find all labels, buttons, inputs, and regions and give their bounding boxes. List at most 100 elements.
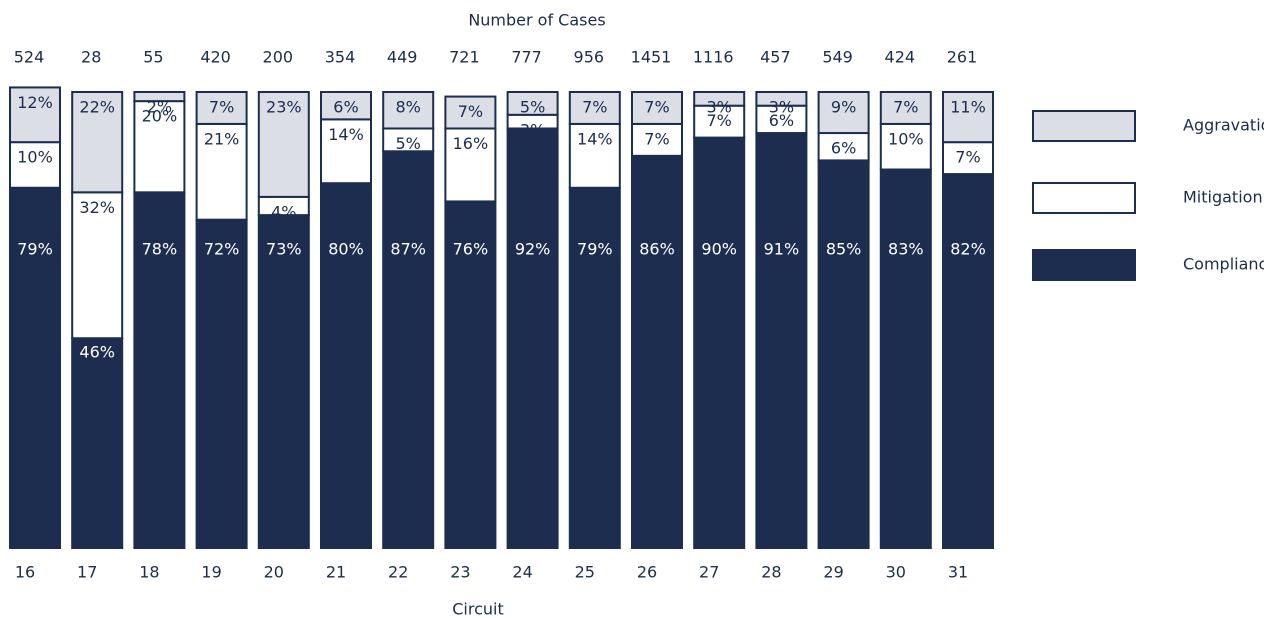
value-label: 7% — [582, 98, 607, 117]
case-count: 449 — [387, 48, 418, 67]
bar-segment — [879, 122, 932, 171]
bar-segment — [631, 154, 683, 549]
value-label: 14% — [328, 125, 364, 144]
value-label: 3% — [520, 120, 545, 139]
value-label: 7% — [458, 102, 483, 121]
bar-segment — [693, 104, 746, 139]
value-label: 83% — [888, 240, 924, 259]
bar-segment — [631, 91, 683, 125]
value-label: 92% — [515, 240, 551, 259]
bar-segment — [257, 214, 310, 549]
value-label: 21% — [204, 129, 240, 148]
x-tick-label: 18 — [139, 563, 159, 582]
value-label: 8% — [396, 98, 421, 117]
legend-swatch — [1032, 182, 1136, 214]
bar-segment — [879, 168, 932, 550]
value-label: 46% — [79, 343, 115, 362]
x-tick-label: 21 — [326, 563, 346, 582]
case-count: 524 — [14, 48, 45, 67]
bar-segment — [693, 136, 746, 549]
value-label: 10% — [888, 129, 924, 148]
bar-segment — [9, 186, 61, 549]
value-label: 7% — [644, 129, 669, 148]
bar-segment — [195, 218, 248, 549]
value-label: 86% — [639, 240, 675, 259]
value-label: 6% — [831, 139, 856, 158]
value-label: 4% — [271, 202, 296, 221]
legend-label: Aggravation — [1183, 116, 1264, 135]
bar-segment — [382, 150, 435, 549]
case-count: 420 — [200, 48, 231, 67]
x-tick-label: 27 — [699, 563, 719, 582]
value-label: 7% — [644, 98, 669, 117]
value-label: 10% — [17, 148, 53, 167]
value-label: 22% — [79, 98, 115, 117]
bar-segment — [71, 191, 124, 340]
bar-segment — [506, 91, 559, 116]
value-label: 3% — [707, 98, 732, 117]
case-count: 200 — [263, 48, 294, 67]
bar-segment — [755, 91, 808, 107]
legend-swatch — [1032, 249, 1136, 281]
x-tick-label: 26 — [637, 563, 657, 582]
bar-segment — [568, 122, 621, 189]
value-label: 76% — [453, 240, 489, 259]
case-count: 354 — [325, 48, 356, 67]
bar-segment — [133, 191, 186, 549]
x-tick-label: 16 — [15, 563, 35, 582]
bar-segment — [506, 127, 559, 549]
value-label: 85% — [826, 240, 862, 259]
x-tick-label: 30 — [886, 563, 906, 582]
bar-segment — [942, 141, 994, 176]
value-label: 7% — [893, 98, 918, 117]
legend-label: Mitigation — [1183, 188, 1263, 207]
top-title: Number of Cases — [468, 11, 605, 30]
x-tick-label: 22 — [388, 563, 408, 582]
bar-segment — [133, 100, 186, 194]
value-label: 7% — [955, 148, 980, 167]
value-label: 20% — [142, 107, 178, 126]
value-label: 6% — [769, 111, 794, 130]
bar-segment — [693, 91, 746, 107]
bar-segment — [444, 200, 497, 549]
value-label: 82% — [950, 240, 986, 259]
value-label: 5% — [396, 134, 421, 153]
x-tick-label: 20 — [264, 563, 284, 582]
bar-segment — [817, 91, 870, 135]
value-label: 72% — [204, 240, 240, 259]
value-label: 2% — [147, 98, 172, 117]
bar-segment — [817, 159, 870, 549]
x-tick-label: 17 — [77, 563, 97, 582]
case-count: 457 — [760, 48, 791, 67]
value-label: 79% — [17, 240, 53, 259]
value-label: 3% — [769, 98, 794, 117]
value-label: 11% — [950, 98, 986, 117]
x-tick-label: 23 — [450, 563, 470, 582]
bar-segment — [9, 86, 61, 144]
x-tick-label: 29 — [823, 563, 843, 582]
value-label: 5% — [520, 98, 545, 117]
bar-segment — [568, 186, 621, 549]
value-label: 14% — [577, 129, 613, 148]
case-count: 1451 — [631, 48, 672, 67]
case-count: 721 — [449, 48, 480, 67]
value-label: 16% — [453, 134, 489, 153]
bar-segment — [755, 132, 808, 549]
bar-segment — [195, 91, 248, 125]
case-count: 261 — [947, 48, 978, 67]
value-label: 6% — [333, 98, 358, 117]
value-label: 78% — [142, 240, 178, 259]
bar-segment — [71, 91, 124, 194]
bar-segment — [320, 91, 372, 121]
value-label: 91% — [764, 240, 800, 259]
bar-segment — [444, 95, 497, 130]
x-axis-label: Circuit — [452, 600, 504, 618]
value-label: 80% — [328, 240, 364, 259]
value-label: 32% — [79, 198, 115, 217]
value-label: 79% — [577, 240, 613, 259]
bar-segment — [444, 127, 497, 203]
case-count: 777 — [511, 48, 542, 67]
x-tick-label: 31 — [948, 563, 968, 582]
bar-segment — [9, 141, 61, 189]
